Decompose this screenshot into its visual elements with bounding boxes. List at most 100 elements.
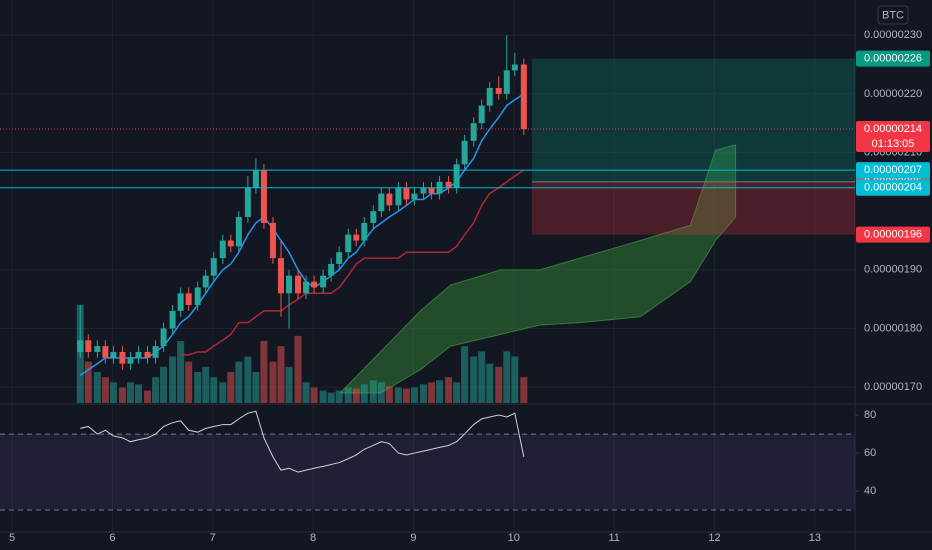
volume-bar xyxy=(101,377,109,403)
volume-bar xyxy=(109,382,117,403)
volume-bar xyxy=(344,387,352,403)
candle-body xyxy=(470,123,477,141)
volume-bar xyxy=(285,366,293,403)
volume-bar xyxy=(402,388,410,403)
candle-body xyxy=(403,187,410,200)
volume-bar xyxy=(269,361,277,403)
candle-body xyxy=(395,187,402,206)
indicator-line xyxy=(180,169,525,356)
candle-body xyxy=(336,252,343,264)
candle-body xyxy=(303,281,310,294)
candle-body xyxy=(453,164,460,188)
volume-bar xyxy=(319,390,327,403)
volume-bar xyxy=(352,388,360,403)
candle-body xyxy=(144,351,151,358)
candle-body xyxy=(353,234,360,241)
candle-body xyxy=(503,70,510,94)
candle-body xyxy=(94,346,101,352)
volume-bar xyxy=(260,341,268,403)
price-badge xyxy=(856,121,930,153)
volume-bar xyxy=(144,390,152,403)
stop-zone xyxy=(531,181,855,235)
volume-bar xyxy=(327,392,335,403)
rsi-line xyxy=(80,410,525,473)
volume-bar xyxy=(152,377,160,403)
candle-body xyxy=(420,187,427,194)
volume-bar xyxy=(369,380,377,403)
candle-body xyxy=(85,340,92,352)
candle-body xyxy=(135,351,142,358)
candle-body xyxy=(235,217,242,247)
candle-body xyxy=(110,351,117,358)
volume-bar xyxy=(118,387,126,403)
candle-body xyxy=(320,275,327,288)
volume-bar xyxy=(310,387,318,403)
volume-bar xyxy=(134,384,142,403)
volume-bar xyxy=(202,366,210,403)
price-badge-label: 0.00000226 xyxy=(864,53,922,65)
candle-body xyxy=(386,193,393,206)
x-tick-label: 6 xyxy=(109,532,115,544)
rsi-tick-label: 80 xyxy=(864,409,876,421)
price-badge-label: 0.00000207 xyxy=(864,164,922,176)
volume-bar xyxy=(294,335,302,403)
x-tick-label: 9 xyxy=(410,532,416,544)
candle-body xyxy=(328,263,335,276)
candle-body xyxy=(370,211,377,223)
volume-bar xyxy=(302,382,310,403)
candle-body xyxy=(77,340,84,352)
price-badge xyxy=(856,162,930,179)
candle-body xyxy=(260,170,267,223)
price-badge-label: 0.00000214 xyxy=(864,123,922,135)
price-badge xyxy=(856,50,930,67)
volume-bar xyxy=(210,377,218,403)
volume-bar xyxy=(419,384,427,403)
currency: BTC xyxy=(882,9,904,21)
y-tick-label: 0.00000230 xyxy=(864,29,922,41)
candle-body xyxy=(227,240,234,247)
volume-bar xyxy=(360,384,368,403)
x-tick-label: 11 xyxy=(608,532,619,544)
candle-body xyxy=(486,87,493,106)
candle-body xyxy=(194,287,201,306)
candle-body xyxy=(411,193,418,200)
volume-bar xyxy=(503,351,511,403)
candle-body xyxy=(169,310,176,329)
rsi-band xyxy=(0,434,855,511)
x-tick-label: 5 xyxy=(9,532,15,544)
volume-bar xyxy=(428,382,436,403)
target-zone xyxy=(531,58,855,182)
candle-body xyxy=(269,222,276,259)
volume-bar xyxy=(495,366,503,403)
volume-bar xyxy=(252,372,260,403)
candle-body xyxy=(252,170,259,188)
candle-body xyxy=(461,140,468,165)
rsi-tick-label: 40 xyxy=(864,485,876,497)
y-tick-label: 0.00000170 xyxy=(864,381,922,393)
candle-body xyxy=(177,293,184,311)
y-tick-label: 0.00000190 xyxy=(864,264,922,276)
candle-body xyxy=(244,187,251,218)
volume-bar xyxy=(277,346,285,403)
rsi-tick-label: 60 xyxy=(864,447,876,459)
candle-body xyxy=(219,240,226,259)
price-countdown: 01:13:05 xyxy=(872,138,915,150)
volume-bar xyxy=(436,380,444,403)
cloud xyxy=(339,144,737,394)
volume-bar xyxy=(160,366,168,403)
candle-body xyxy=(119,351,126,364)
y-tick-label: 0.00000180 xyxy=(864,322,922,334)
volume-bar xyxy=(244,356,252,403)
volume-bar xyxy=(470,356,478,403)
x-tick-label: 7 xyxy=(210,532,216,544)
candle-body xyxy=(311,281,318,288)
volume-bar xyxy=(227,372,235,403)
candle-body xyxy=(202,275,209,288)
volume-bar xyxy=(520,377,528,403)
volume-bar xyxy=(169,356,177,403)
candle-body xyxy=(478,105,485,124)
volume-bar xyxy=(84,361,92,403)
x-tick-label: 13 xyxy=(809,532,821,544)
